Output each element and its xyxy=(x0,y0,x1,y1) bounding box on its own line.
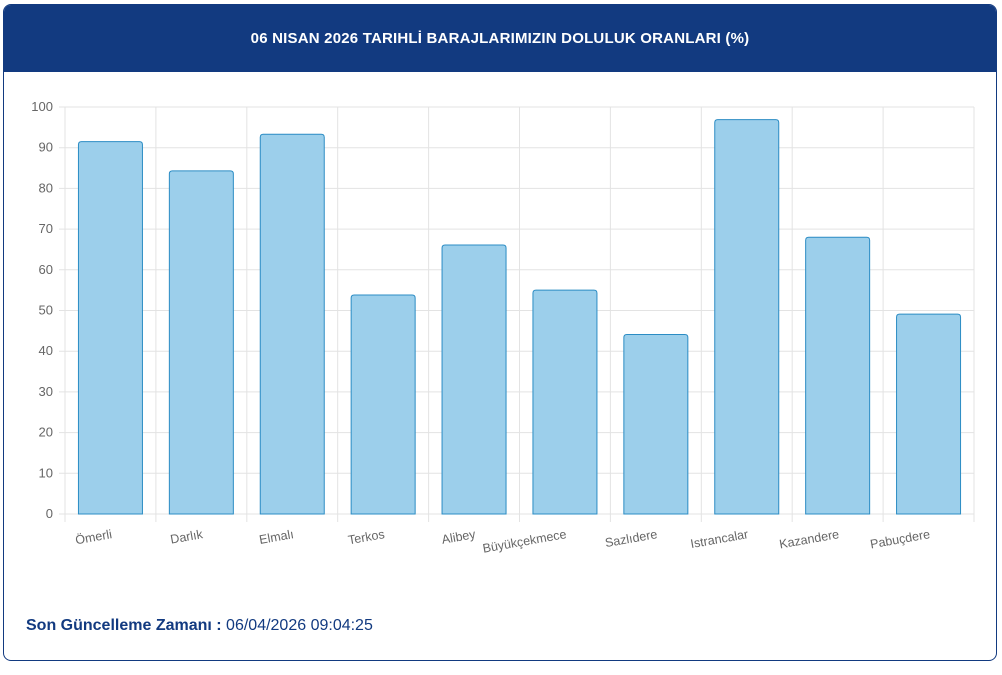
y-tick-label: 60 xyxy=(39,262,53,277)
x-tick-label: Ömerli xyxy=(74,527,113,547)
y-tick-label: 70 xyxy=(39,221,53,236)
x-tick-label: Elmalı xyxy=(258,527,295,547)
y-tick-label: 80 xyxy=(39,180,53,195)
bar-chart: 0 10 20 30 40 50 60 70 80 90 100 Ömerli Darlık Elmalı… xyxy=(31,99,975,556)
x-tick-label: Istrancalar xyxy=(689,527,749,551)
bar-alibey xyxy=(441,244,507,515)
bar-pabuçdere xyxy=(896,313,962,515)
y-tick-label: 0 xyxy=(46,506,53,521)
bar-elmalı xyxy=(259,133,325,515)
bar-terkos xyxy=(350,294,416,515)
x-tick-label: Pabuçdere xyxy=(869,527,931,551)
y-tick-label: 30 xyxy=(39,384,53,399)
chart-title: 06 NISAN 2026 TARIHLİ BARAJLARIMIZIN DOL… xyxy=(4,5,996,72)
bar-darlık xyxy=(168,170,234,515)
y-tick-label: 40 xyxy=(39,343,53,358)
x-tick-label: Alibey xyxy=(441,527,478,547)
last-update-value: 06/04/2026 09:04:25 xyxy=(226,617,373,634)
x-tick-label: Büyükçekmece xyxy=(482,527,568,556)
x-tick-label: Darlık xyxy=(169,527,204,547)
dam-occupancy-card: 06 NISAN 2026 TARIHLİ BARAJLARIMIZIN DOL… xyxy=(3,4,997,661)
last-update-separator: : xyxy=(211,617,227,634)
bar-sazlıdere xyxy=(623,334,689,515)
last-update: Son Güncelleme Zamanı : 06/04/2026 09:04… xyxy=(26,617,373,635)
chart-area: 0 10 20 30 40 50 60 70 80 90 100 Ömerli Darlık Elmalı… xyxy=(4,72,996,572)
y-tick-label: 90 xyxy=(39,140,53,155)
bar-istrancalar xyxy=(714,119,780,515)
y-tick-label: 100 xyxy=(31,99,53,114)
last-update-label: Son Güncelleme Zamanı xyxy=(26,617,212,634)
x-tick-label: Kazandere xyxy=(778,527,840,551)
y-tick-label: 50 xyxy=(39,303,53,318)
bar-ömerli xyxy=(77,141,143,515)
y-tick-label: 20 xyxy=(39,425,53,440)
y-tick-label: 10 xyxy=(39,465,53,480)
x-tick-label: Terkos xyxy=(347,527,386,547)
x-tick-label: Sazlıdere xyxy=(604,527,658,550)
bar-büyükçekmece xyxy=(532,289,598,515)
bar-kazandere xyxy=(805,236,871,515)
